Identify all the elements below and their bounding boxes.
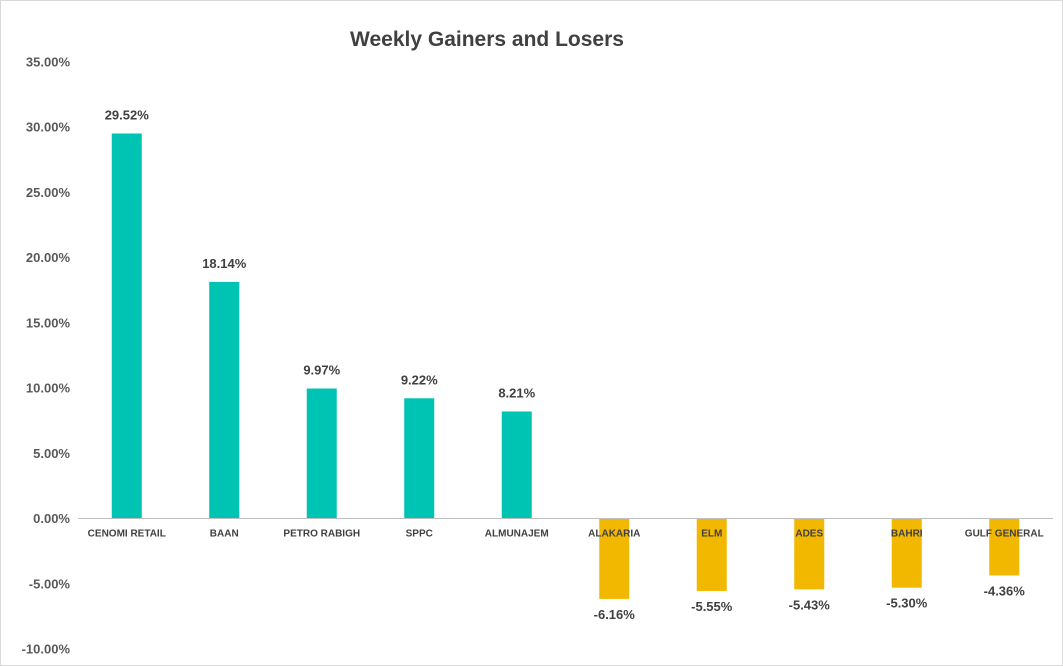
bar-cenomi-retail	[111, 133, 142, 519]
category-label: PETRO RABIGH	[283, 529, 360, 540]
data-label: 29.52%	[105, 107, 150, 122]
bar-gulf-general	[989, 518, 1020, 576]
bar-almunajem	[501, 411, 532, 519]
bar-baan	[209, 281, 240, 519]
y-axis: 35.00% 30.00% 25.00% 20.00% 15.00% 10.00% 5.00…	[22, 55, 71, 657]
y-tick-label: 15.00%	[26, 315, 71, 330]
y-tick-label: -5.00%	[29, 576, 71, 591]
category-label: ADES	[795, 529, 823, 540]
category-label: SPPC	[406, 529, 433, 540]
category-label: ALMUNAJEM	[485, 529, 549, 540]
bar-elm	[696, 518, 727, 591]
data-label: 9.22%	[401, 372, 438, 387]
bars	[111, 133, 1020, 599]
category-label: GULF GENERAL	[965, 529, 1044, 540]
category-label: ELM	[701, 529, 722, 540]
y-tick-label: -10.00%	[22, 642, 71, 657]
chart-title: Weekly Gainers and Losers	[350, 28, 624, 51]
data-label: -5.43%	[789, 597, 831, 612]
bar-ades	[794, 518, 825, 590]
y-tick-label: 25.00%	[26, 185, 71, 200]
y-tick-label: 35.00%	[26, 55, 71, 70]
y-tick-label: 20.00%	[26, 250, 71, 265]
data-label: 8.21%	[498, 385, 535, 400]
y-tick-label: 30.00%	[26, 120, 71, 135]
category-label: BAHRI	[891, 529, 923, 540]
bar-alakaria	[599, 518, 630, 599]
bar-petro-rabigh	[306, 388, 337, 519]
data-label: -5.55%	[691, 599, 733, 614]
category-label: BAAN	[210, 529, 239, 540]
category-label: ALAKARIA	[588, 529, 640, 540]
y-tick-label: 0.00%	[33, 511, 70, 526]
data-label: -6.16%	[594, 607, 636, 622]
bar-bahri	[891, 518, 922, 588]
bar-sppc	[404, 398, 435, 519]
data-labels: 29.52% 18.14% 9.97% 9.22% 8.21% -6.16% -5.55% -…	[105, 107, 1026, 621]
category-label: CENOMI RETAIL	[88, 529, 166, 540]
data-label: 9.97%	[303, 363, 340, 378]
data-label: -5.30%	[886, 596, 928, 611]
data-label: 18.14%	[202, 256, 247, 271]
y-tick-label: 5.00%	[33, 446, 70, 461]
category-labels: CENOMI RETAIL BAAN PETRO RABIGH SPPC ALMUNAJ…	[88, 529, 1044, 540]
data-label: -4.36%	[984, 583, 1026, 598]
y-tick-label: 10.00%	[26, 381, 71, 396]
